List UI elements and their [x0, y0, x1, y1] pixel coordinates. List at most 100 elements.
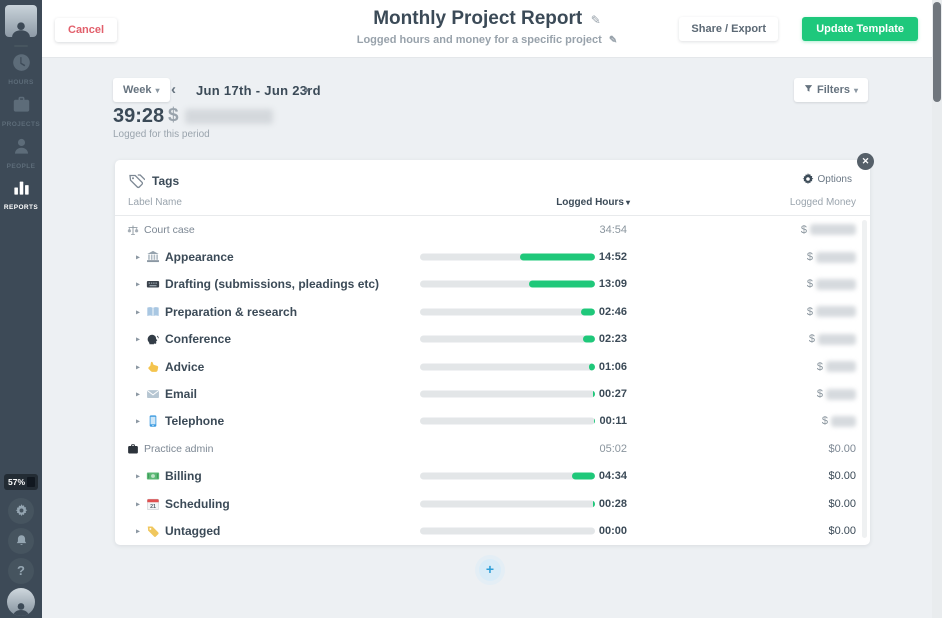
- tags-report-card: ✕ Tags Options Label Name Logged Hours ▾ …: [115, 153, 874, 545]
- hours-bar-fill: [581, 308, 595, 316]
- hours-bar: [420, 308, 595, 316]
- notifications-button[interactable]: [8, 528, 34, 554]
- cancel-button[interactable]: Cancel: [55, 18, 118, 42]
- hours-bar: [420, 527, 595, 535]
- row-label: Untagged: [165, 523, 221, 538]
- chevron-right-icon[interactable]: ▸: [136, 307, 141, 317]
- hours-bar-fill: [594, 417, 595, 425]
- usage-percentage-badge[interactable]: 57%: [4, 474, 38, 490]
- currency-symbol: $: [808, 333, 815, 346]
- table-row[interactable]: ▸ Drafting (submissions, pleadings etc) …: [115, 271, 870, 298]
- chevron-right-icon[interactable]: ▸: [136, 252, 141, 262]
- close-icon[interactable]: ✕: [857, 153, 874, 170]
- bell-icon: [15, 534, 28, 547]
- envelope-icon: [146, 387, 160, 401]
- column-logged-hours[interactable]: Logged Hours ▾: [556, 197, 630, 208]
- add-widget-button[interactable]: +: [479, 559, 501, 581]
- logged-hours-value: 02:23: [598, 333, 627, 346]
- logged-money-value: $: [822, 415, 856, 427]
- filters-dropdown[interactable]: Filters ▾: [793, 78, 868, 102]
- page-subtitle: Logged hours and money for a specific pr…: [356, 34, 602, 46]
- row-label: Billing: [165, 469, 202, 484]
- sidebar-item-label: PEOPLE: [6, 163, 36, 170]
- table-row[interactable]: ▸ Conference 02:23 $: [115, 326, 870, 353]
- sort-desc-icon: ▾: [625, 198, 630, 207]
- sidebar-item-label: HOURS: [8, 79, 34, 86]
- table-row[interactable]: ▸ Preparation & research 02:46 $: [115, 298, 870, 325]
- hours-bar-fill: [529, 280, 595, 288]
- logged-money-value: $: [801, 224, 856, 236]
- logged-hours-value: 00:27: [598, 388, 627, 401]
- redacted-money: [810, 224, 856, 236]
- logged-hours-value: 00:00: [598, 524, 627, 537]
- prev-period-button[interactable]: ‹: [171, 81, 176, 98]
- chevron-right-icon[interactable]: ▸: [136, 279, 141, 289]
- table-row[interactable]: ▸ Email 00:27 $: [115, 380, 870, 407]
- table-row[interactable]: Practice admin 05:02 $0.00: [115, 435, 870, 462]
- table-row[interactable]: ▸ Billing 04:34 $0.00: [115, 463, 870, 490]
- menu-icon[interactable]: [14, 45, 28, 47]
- logged-money-value: $: [817, 388, 856, 400]
- chevron-right-icon[interactable]: ▸: [136, 416, 141, 426]
- table-row[interactable]: Court case 34:54 $: [115, 216, 870, 243]
- sidebar-item-people[interactable]: PEOPLE: [0, 137, 42, 170]
- help-button[interactable]: ?: [8, 558, 34, 584]
- logged-hours-value: 13:09: [598, 278, 627, 291]
- sidebar-item-label: REPORTS: [3, 204, 39, 211]
- scrollbar-thumb[interactable]: [933, 2, 941, 102]
- share-export-button[interactable]: Share / Export: [679, 17, 778, 41]
- period-dropdown[interactable]: Week ▾: [113, 78, 170, 102]
- gear-icon: [802, 173, 814, 185]
- chevron-right-icon[interactable]: ▸: [136, 389, 141, 399]
- summary-caption: Logged for this period: [113, 129, 210, 140]
- update-template-button[interactable]: Update Template: [802, 17, 918, 41]
- table-row[interactable]: ▸ Scheduling 00:28 $0.00: [115, 490, 870, 517]
- redacted-money: [818, 333, 856, 345]
- funnel-icon: [804, 84, 813, 93]
- edit-subtitle-icon[interactable]: ✎: [608, 35, 618, 46]
- workspace-avatar[interactable]: [5, 5, 37, 37]
- row-label: Appearance: [165, 250, 234, 265]
- logged-money-value: $: [807, 251, 856, 263]
- chevron-right-icon[interactable]: ▸: [136, 471, 141, 481]
- card-scrollbar[interactable]: [862, 220, 867, 538]
- row-label: Drafting (submissions, pleadings etc): [165, 277, 380, 292]
- calendar-icon: [146, 497, 160, 511]
- logged-money-value: $: [817, 361, 856, 373]
- chevron-right-icon[interactable]: ▸: [136, 526, 141, 536]
- settings-button[interactable]: [8, 498, 34, 524]
- redacted-money: [826, 388, 856, 400]
- hours-bar-fill: [592, 500, 595, 508]
- column-logged-money[interactable]: Logged Money: [789, 197, 856, 208]
- sidebar-item-projects[interactable]: PROJECTS: [0, 95, 42, 128]
- table-row[interactable]: ▸ Advice 01:06 $: [115, 353, 870, 380]
- hours-bar: [420, 253, 595, 261]
- top-header: Cancel Monthly Project Report ✎ Logged h…: [42, 0, 932, 58]
- sidebar-item-reports[interactable]: REPORTS: [0, 178, 42, 211]
- chevron-right-icon[interactable]: ▸: [136, 499, 141, 509]
- currency-symbol: $: [821, 415, 828, 428]
- table-body: Court case 34:54 $ ▸ Appearance 14:52 $ …: [115, 216, 870, 545]
- currency-symbol: $: [816, 360, 823, 373]
- options-button[interactable]: Options: [802, 173, 852, 185]
- table-row[interactable]: ▸ Untagged 00:00 $0.00: [115, 517, 870, 544]
- table-row[interactable]: ▸ Appearance 14:52 $: [115, 243, 870, 270]
- user-avatar[interactable]: [7, 588, 35, 616]
- table-row[interactable]: ▸ Telephone 00:11 $: [115, 408, 870, 435]
- table-header: Label Name Logged Hours ▾ Logged Money: [115, 197, 870, 215]
- tag-icon: [146, 524, 160, 538]
- speaking-head-icon: [146, 332, 160, 346]
- chevron-right-icon[interactable]: ▸: [136, 334, 141, 344]
- logged-hours-value: 00:28: [598, 497, 627, 510]
- divider: [115, 215, 870, 216]
- sidebar-item-hours[interactable]: HOURS: [0, 53, 42, 86]
- currency-symbol: $: [806, 251, 813, 264]
- date-range: Jun 17th - Jun 23rd: [196, 83, 321, 98]
- chevron-right-icon[interactable]: ▸: [136, 362, 141, 372]
- next-period-button[interactable]: ›: [304, 81, 309, 98]
- filters-label: Filters: [816, 84, 850, 96]
- window-scrollbar[interactable]: [932, 0, 942, 618]
- edit-title-icon[interactable]: ✎: [590, 13, 601, 27]
- logged-money-value: $: [807, 306, 856, 318]
- tags-icon: [129, 173, 145, 189]
